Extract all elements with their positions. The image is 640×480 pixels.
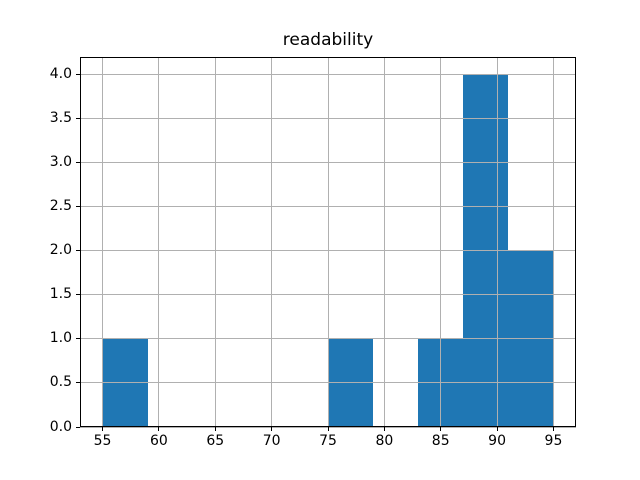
grid-line-vertical bbox=[440, 57, 442, 427]
x-tick-label: 85 bbox=[431, 433, 450, 449]
y-axis-tick bbox=[76, 294, 80, 296]
y-axis-tick bbox=[76, 250, 80, 252]
x-tick-label: 75 bbox=[319, 433, 337, 449]
x-tick-label: 60 bbox=[149, 433, 168, 449]
grid-line-vertical bbox=[271, 57, 273, 427]
x-axis-tick bbox=[158, 427, 160, 431]
grid-line-horizontal bbox=[80, 118, 576, 120]
y-tick-label: 0.5 bbox=[49, 374, 72, 391]
y-tick-label: 3.0 bbox=[49, 154, 72, 171]
y-tick-label: 1.5 bbox=[49, 286, 72, 303]
y-axis-tick bbox=[76, 74, 80, 76]
y-tick-label: 0.0 bbox=[49, 418, 72, 435]
y-axis-tick bbox=[76, 382, 80, 384]
x-axis-tick bbox=[440, 427, 442, 431]
y-tick-label: 2.5 bbox=[49, 198, 72, 215]
x-tick-label: 80 bbox=[375, 433, 394, 449]
x-axis-tick bbox=[102, 427, 104, 431]
y-tick-label: 4.0 bbox=[49, 66, 72, 83]
grid-line-horizontal bbox=[80, 382, 576, 384]
x-axis-tick bbox=[214, 427, 216, 431]
x-axis-tick bbox=[552, 427, 554, 431]
y-tick-label: 1.0 bbox=[49, 330, 72, 347]
grid-line-horizontal bbox=[80, 250, 576, 252]
grid-line-horizontal bbox=[80, 74, 576, 76]
x-axis-tick bbox=[327, 427, 329, 431]
x-tick-label: 70 bbox=[262, 433, 281, 449]
grid-line-vertical bbox=[327, 57, 329, 427]
y-axis-tick bbox=[76, 162, 80, 164]
x-tick-label: 95 bbox=[544, 433, 563, 449]
grid-line-vertical bbox=[383, 57, 385, 427]
grid-line-vertical bbox=[552, 57, 554, 427]
y-tick-label: 3.5 bbox=[49, 110, 72, 127]
y-axis-tick bbox=[76, 118, 80, 120]
grid-line-vertical bbox=[158, 57, 160, 427]
grid-line-horizontal bbox=[80, 206, 576, 208]
x-axis-tick bbox=[496, 427, 498, 431]
grid-line-vertical bbox=[102, 57, 104, 427]
grid-line-vertical bbox=[496, 57, 498, 427]
y-axis-tick bbox=[76, 426, 80, 428]
grid-line-horizontal bbox=[80, 338, 576, 340]
grid-line-horizontal bbox=[80, 294, 576, 296]
chart-title: readability bbox=[282, 30, 374, 50]
x-axis-tick bbox=[383, 427, 385, 431]
y-tick-label: 2.0 bbox=[49, 242, 72, 259]
x-tick-label: 55 bbox=[93, 433, 112, 449]
x-tick-label: 65 bbox=[206, 433, 225, 449]
y-axis-tick bbox=[76, 206, 80, 208]
x-axis-tick bbox=[271, 427, 273, 431]
grid-line-vertical bbox=[214, 57, 216, 427]
x-tick-label: 90 bbox=[488, 433, 506, 449]
grid-line-horizontal bbox=[80, 162, 576, 164]
y-axis-tick bbox=[76, 338, 80, 340]
